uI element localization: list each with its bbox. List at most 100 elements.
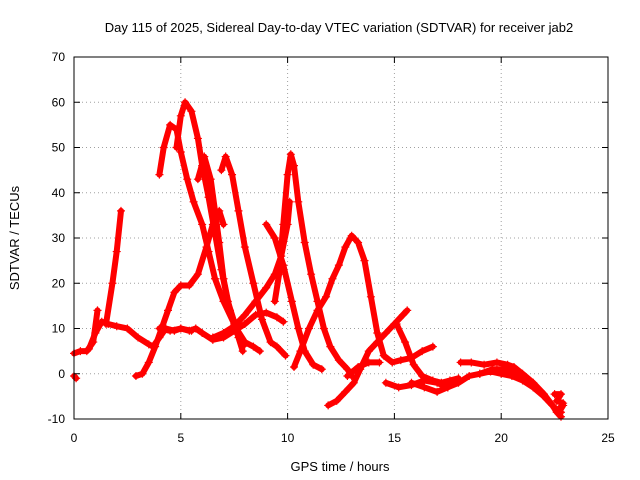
data-point-marker (304, 324, 313, 333)
data-point-marker (548, 401, 557, 410)
series-arc-6 (155, 324, 196, 335)
data-point-marker (155, 324, 164, 333)
data-point-marker (187, 107, 196, 116)
y-tick-label: -10 (48, 412, 66, 426)
series-line (263, 221, 325, 373)
data-point-marker (249, 342, 258, 351)
y-tick-label: 70 (52, 50, 66, 64)
data-point-marker (181, 98, 190, 107)
data-point-marker (210, 274, 219, 283)
series-arc-12 (262, 220, 326, 374)
series-line (344, 359, 383, 379)
y-tick-label: 40 (52, 186, 66, 200)
data-point-marker (219, 329, 228, 338)
data-point-marker (279, 220, 288, 229)
data-point-marker (328, 274, 337, 283)
data-point-marker (200, 152, 209, 161)
data-point-marker (204, 247, 213, 256)
data-point-marker (198, 220, 207, 229)
data-point-marker (193, 270, 202, 279)
data-point-marker (72, 374, 81, 383)
data-point-marker (176, 111, 185, 120)
data-point-marker (176, 324, 185, 333)
data-point-marker (317, 365, 326, 374)
series-arc-14 (290, 231, 437, 371)
series-line (156, 325, 195, 334)
data-point-marker (381, 378, 390, 387)
data-point-marker (84, 344, 93, 353)
data-point-marker (270, 297, 279, 306)
x-tick-label: 20 (495, 431, 509, 445)
data-point-marker (185, 281, 194, 290)
data-point-marker (176, 148, 185, 157)
data-point-marker (381, 329, 390, 338)
data-point-marker (206, 175, 215, 184)
data-point-marker (403, 306, 412, 315)
data-point-marker (262, 308, 271, 317)
data-point-marker (159, 143, 168, 152)
data-point-marker (230, 322, 239, 331)
y-tick-labels: -10 0 10 20 30 40 50 60 70 (48, 50, 66, 426)
data-point-marker (334, 356, 343, 365)
series-arc-10 (217, 152, 290, 360)
data-point-marker (349, 378, 358, 387)
data-point-marker (554, 405, 563, 414)
data-point-marker (343, 365, 352, 374)
series-arc-17 (392, 319, 463, 387)
data-point-marker (343, 372, 352, 381)
data-point-marker (296, 347, 305, 356)
chart-title: Day 115 of 2025, Sidereal Day-to-day VTE… (105, 20, 573, 35)
data-point-marker (407, 378, 416, 387)
series-line (218, 153, 289, 359)
data-point-marker (347, 231, 356, 240)
x-tick-label: 10 (281, 431, 295, 445)
data-point-marker (208, 333, 217, 342)
data-point-marker (166, 120, 175, 129)
data-point-marker (163, 306, 172, 315)
data-point-marker (332, 396, 341, 405)
data-point-marker (198, 329, 207, 338)
data-point-marker (221, 152, 230, 161)
data-point-marker (217, 166, 226, 175)
x-axis-label: GPS time / hours (291, 459, 390, 474)
data-point-marker (360, 256, 369, 265)
data-point-marker (91, 329, 100, 338)
data-point-marker (251, 297, 260, 306)
data-point-marker (313, 306, 322, 315)
data-point-marker (294, 324, 303, 333)
data-point-marker (172, 143, 181, 152)
data-point-marker (373, 338, 382, 347)
data-point-marker (138, 369, 147, 378)
data-point-marker (151, 342, 160, 351)
data-point-marker (492, 358, 501, 367)
data-point-marker (364, 358, 373, 367)
data-point-marker (300, 238, 309, 247)
data-point-marker (262, 220, 271, 229)
data-point-marker (272, 342, 281, 351)
data-point-marker (189, 197, 198, 206)
data-point-marker (475, 369, 484, 378)
data-point-marker (123, 324, 132, 333)
y-tick-label: 30 (52, 231, 66, 245)
series-line (103, 207, 124, 327)
data-point-marker (401, 338, 410, 347)
data-point-marker (266, 338, 275, 347)
data-point-marker (392, 319, 401, 328)
data-point-marker (287, 297, 296, 306)
data-point-marker (257, 315, 266, 324)
data-point-marker (219, 274, 228, 283)
data-point-marker (170, 288, 179, 297)
data-point-marker (366, 292, 375, 301)
series-arc-22 (550, 390, 568, 414)
data-point-marker (290, 161, 299, 170)
data-point-marker (307, 270, 316, 279)
data-point-marker (240, 310, 249, 319)
data-point-marker (166, 326, 175, 335)
data-point-marker (394, 383, 403, 392)
data-point-marker (398, 310, 407, 319)
series-line (393, 321, 462, 386)
data-point-marker (183, 175, 192, 184)
data-point-marker (193, 134, 202, 143)
data-point-marker (512, 367, 521, 376)
data-point-marker (354, 238, 363, 247)
